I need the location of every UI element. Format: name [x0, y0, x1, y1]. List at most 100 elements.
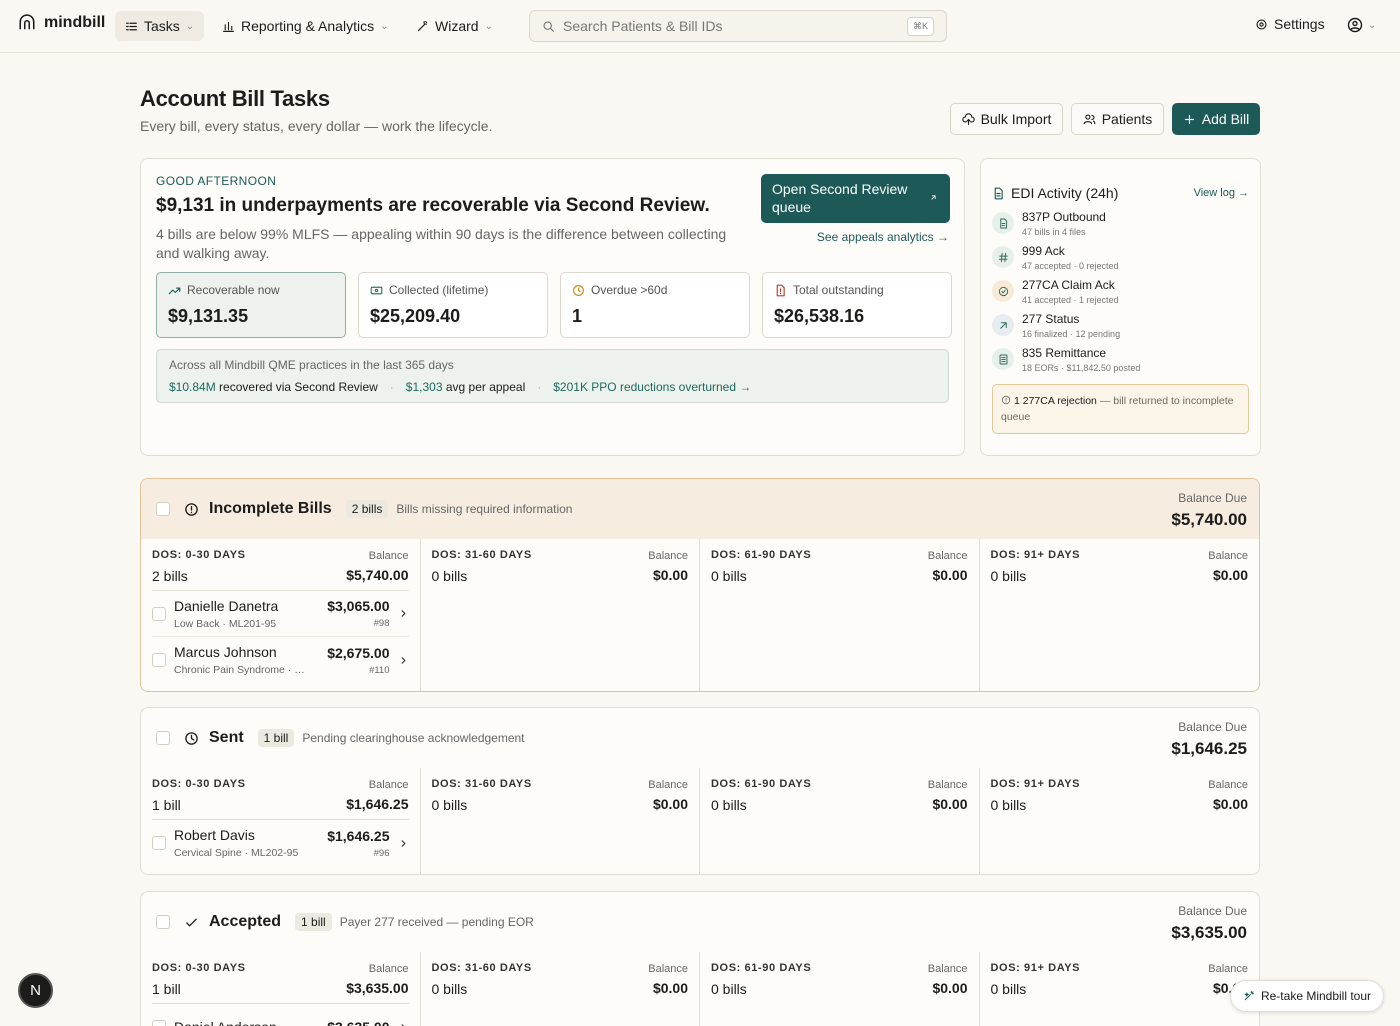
search-box[interactable]: Search Patients & Bill IDs ⌘K [529, 10, 947, 42]
group-icon [184, 502, 199, 517]
checkbox[interactable] [152, 606, 166, 621]
bill-group: Sent 1 bill Pending clearinghouse acknowle… [140, 707, 1260, 875]
bucket-right: Balance $0.00 [928, 547, 968, 591]
nav-icon [222, 20, 235, 33]
settings-label: Settings [1274, 16, 1325, 32]
bucket-header: DOS: 0-30 DAYS 1 bill Balance $3,635.00 [152, 960, 409, 1004]
button-icon [1083, 113, 1096, 126]
network-item[interactable]: $201K PPO reductions overturned → [553, 380, 751, 394]
balance-value: $5,740.00 [346, 567, 409, 583]
patient-name: Robert Davis [174, 827, 255, 843]
analytics-link[interactable]: See appeals analytics → [816, 230, 949, 244]
stat-label: Total outstanding [793, 283, 884, 297]
view-log[interactable]: View log → [1193, 187, 1249, 199]
stat-value: 1 [572, 306, 583, 326]
balance-label: Balance [368, 550, 409, 562]
checkbox[interactable] [152, 836, 166, 850]
edi-icon [992, 212, 1014, 234]
separator: · [537, 380, 542, 394]
network-item: $1,303 avg per appeal [406, 380, 525, 394]
bucket-right: Balance $5,740.00 [346, 547, 408, 590]
bucket-label: DOS: 0-30 DAYS [152, 962, 246, 974]
network-highlight: $1,303 [405, 380, 443, 394]
bucket-label: DOS: 61-90 DAYS [711, 962, 812, 974]
nav-item[interactable]: Reporting & Analytics ⌄ [212, 11, 398, 41]
bucket-right: Balance $1,646.25 [346, 776, 408, 819]
bucket-header: DOS: 31-60 DAYS 0 bills Balance $0.00 [432, 547, 689, 591]
stat-value: $25,209.40 [370, 306, 461, 326]
tour-button[interactable]: Re-take Mindbill tour [1230, 980, 1384, 1012]
checkbox[interactable] [152, 653, 166, 667]
checkbox[interactable] [156, 915, 170, 929]
count-pill: 2 bills [345, 500, 389, 518]
chevron: ⌄ [380, 20, 389, 32]
group-icon [184, 915, 199, 930]
bucket-left: DOS: 31-60 DAYS 0 bills [432, 960, 532, 1004]
edi-text: 999 Ack 47 accepted · 0 rejected [1022, 244, 1119, 271]
edi-item: 837P Outbound 47 bills in 4 files [992, 210, 1249, 244]
bill-id: #98 [373, 618, 390, 629]
profile-menu[interactable]: ⌄ [1347, 17, 1376, 33]
edi-text: 277CA Claim Ack 41 accepted · 1 rejected [1022, 278, 1119, 305]
edi-item: 835 Remittance 18 EORs · $11,842.50 poste… [992, 346, 1249, 380]
bill-row[interactable]: Robert Davis Cervical Spine · ML202-95 $1,… [152, 820, 409, 866]
network-text: avg per appeal [445, 380, 526, 394]
bucket: DOS: 61-90 DAYS 0 bills Balance $0.00 [700, 952, 980, 1026]
balance-label: Balance [927, 550, 968, 562]
bucket: DOS: 91+ DAYS 0 bills Balance $0.00 [980, 768, 1260, 874]
bill-row[interactable]: Danielle Danetra Low Back · ML201-95 $3,06… [152, 591, 409, 637]
alert-icon [1001, 395, 1011, 405]
page-title: Account Bill Tasks [140, 86, 330, 111]
bucket-right: Balance $0.00 [1208, 547, 1248, 591]
cta-button[interactable]: Open Second Review queue [761, 174, 950, 223]
bucket-label: DOS: 91+ DAYS [990, 962, 1081, 974]
search-placeholder: Search Patients & Bill IDs [563, 18, 723, 34]
checkbox[interactable] [152, 1020, 166, 1026]
nav-icon [125, 20, 138, 33]
bill-amount: $2,675.00 [327, 644, 390, 661]
bill-main: Danielle Danetra Low Back · ML201-95 [174, 598, 319, 630]
avatar[interactable]: N [18, 973, 53, 1008]
stat-icon [774, 284, 787, 297]
stat-value: $26,538.16 [774, 306, 865, 326]
bucket-right: Balance $0.00 [1208, 776, 1248, 820]
bill-row[interactable]: Daniel Anderson $3,635.00 [152, 1004, 409, 1026]
bucket-left: DOS: 0-30 DAYS 1 bill [152, 776, 246, 819]
nav-icon [416, 20, 429, 33]
page-subtitle: Every bill, every status, every dollar —… [140, 118, 493, 134]
bucket: DOS: 61-90 DAYS 0 bills Balance $0.00 [700, 539, 980, 691]
nav-item[interactable]: Wizard ⌄ [406, 11, 503, 41]
edi-icon [992, 246, 1014, 268]
network-item: $10.84M recovered via Second Review [169, 380, 378, 394]
network-text: recovered via Second Review [219, 380, 378, 394]
edi-detail: 18 EORs · $11,842.50 posted [1022, 363, 1141, 373]
sparkle-icon [1243, 990, 1255, 1002]
buckets: DOS: 0-30 DAYS 1 bill Balance $1,646.25 Robe… [141, 768, 1259, 874]
stat-label: Collected (lifetime) [389, 283, 489, 297]
settings[interactable]: Settings [1255, 16, 1325, 32]
header-button[interactable]: Bulk Import [950, 103, 1063, 135]
bill-right: $2,675.00 #110 [327, 645, 389, 676]
bucket-left: DOS: 31-60 DAYS 0 bills [432, 776, 532, 820]
checkbox[interactable] [156, 502, 170, 516]
bill-row[interactable]: Marcus Johnson Chronic Pain Syndrome · … $… [152, 637, 409, 683]
checkbox[interactable] [156, 731, 170, 745]
bucket-header: DOS: 61-90 DAYS 0 bills Balance $0.00 [711, 960, 968, 1004]
bucket: DOS: 91+ DAYS 0 bills Balance $0.00 [980, 539, 1260, 691]
balance-label: Balance [648, 963, 688, 975]
bucket-left: DOS: 91+ DAYS 0 bills [991, 960, 1081, 1004]
bucket-left: DOS: 61-90 DAYS 0 bills [711, 547, 811, 591]
alert-strong: 1 277CA rejection [1014, 395, 1097, 407]
shortcut: ⌘K [906, 16, 934, 36]
edi-alert: 1 277CA rejection — bill returned to inc… [992, 384, 1249, 434]
balance-due-value: $3,635.00 [1171, 923, 1247, 942]
header-button[interactable]: Add Bill [1172, 103, 1260, 135]
bill-group: Accepted 1 bill Payer 277 received — pendi… [140, 891, 1260, 1026]
nav-item[interactable]: Tasks ⌄ [115, 11, 205, 41]
edi-icon [992, 280, 1014, 302]
header-button[interactable]: Patients [1071, 103, 1164, 135]
bill-detail: Cervical Spine · ML202-95 [174, 847, 299, 859]
bucket: DOS: 31-60 DAYS 0 bills Balance $0.00 [421, 539, 700, 691]
balance-value: $0.00 [1212, 567, 1248, 583]
balance-value: $0.00 [652, 567, 688, 583]
